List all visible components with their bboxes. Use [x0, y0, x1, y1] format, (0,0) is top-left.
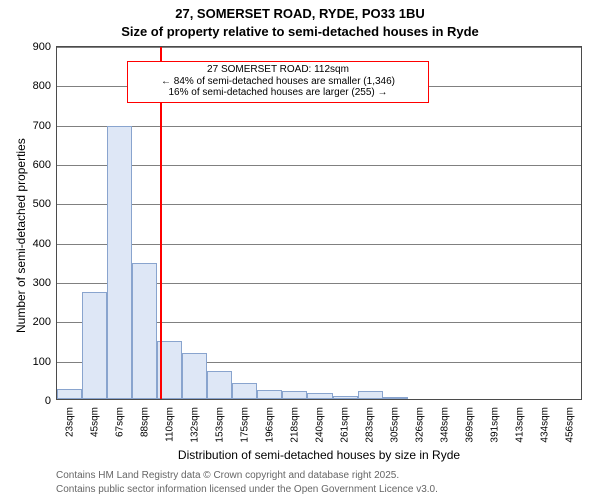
xtick-label: 175sqm	[239, 403, 250, 443]
y-axis-label: Number of semi-detached properties	[14, 138, 28, 333]
histogram-bar	[358, 391, 383, 399]
histogram-bar	[232, 383, 257, 399]
footer-line2: Contains public sector information licen…	[56, 484, 438, 495]
xtick-label: 240sqm	[315, 403, 326, 443]
annotation-line3: 16% of semi-detached houses are larger (…	[132, 87, 424, 99]
xtick-label: 413sqm	[515, 403, 526, 443]
xtick-label: 456sqm	[565, 403, 576, 443]
histogram-bar	[257, 390, 282, 399]
xtick-label: 218sqm	[289, 403, 300, 443]
ytick-label: 400	[33, 238, 57, 250]
xtick-label: 283sqm	[365, 403, 376, 443]
histogram-bar	[307, 393, 332, 399]
chart-title-line2: Size of property relative to semi-detach…	[0, 24, 600, 39]
gridline	[57, 47, 581, 48]
xtick-label: 67sqm	[114, 403, 125, 437]
xtick-label: 132sqm	[189, 403, 200, 443]
chart-title-line1: 27, SOMERSET ROAD, RYDE, PO33 1BU	[0, 6, 600, 21]
plot-area: 27 SOMERSET ROAD: 112sqm ← 84% of semi-d…	[56, 46, 582, 400]
histogram-bar	[57, 389, 82, 399]
xtick-label: 153sqm	[214, 403, 225, 443]
gridline	[57, 204, 581, 205]
xtick-label: 326sqm	[415, 403, 426, 443]
ytick-label: 300	[33, 277, 57, 289]
ytick-label: 800	[33, 80, 57, 92]
x-axis-label: Distribution of semi-detached houses by …	[56, 448, 582, 462]
histogram-bar	[107, 126, 132, 399]
ytick-label: 0	[45, 395, 57, 407]
xtick-label: 88sqm	[139, 403, 150, 437]
histogram-bar	[333, 396, 358, 399]
xtick-label: 369sqm	[465, 403, 476, 443]
xtick-label: 23sqm	[64, 403, 75, 437]
xtick-label: 348sqm	[440, 403, 451, 443]
histogram-bar	[132, 263, 157, 399]
xtick-label: 305sqm	[390, 403, 401, 443]
gridline	[57, 165, 581, 166]
histogram-bar	[182, 353, 207, 399]
xtick-label: 110sqm	[164, 403, 175, 442]
gridline	[57, 244, 581, 245]
annotation-line2: ← 84% of semi-detached houses are smalle…	[132, 76, 424, 88]
ytick-label: 900	[33, 41, 57, 53]
histogram-bar	[282, 391, 307, 399]
xtick-label: 45sqm	[89, 403, 100, 437]
footer-line1: Contains HM Land Registry data © Crown c…	[56, 470, 399, 481]
xtick-label: 196sqm	[264, 403, 275, 443]
ytick-label: 100	[33, 356, 57, 368]
ytick-label: 700	[33, 120, 57, 132]
chart-container: 27, SOMERSET ROAD, RYDE, PO33 1BU Size o…	[0, 0, 600, 500]
xtick-label: 261sqm	[340, 403, 351, 443]
annotation-line1: 27 SOMERSET ROAD: 112sqm	[132, 64, 424, 76]
ytick-label: 200	[33, 316, 57, 328]
annotation-box: 27 SOMERSET ROAD: 112sqm ← 84% of semi-d…	[127, 61, 429, 103]
xtick-label: 391sqm	[490, 403, 501, 443]
ytick-label: 500	[33, 198, 57, 210]
xtick-label: 434sqm	[540, 403, 551, 443]
gridline	[57, 126, 581, 127]
histogram-bar	[383, 397, 408, 399]
ytick-label: 600	[33, 159, 57, 171]
histogram-bar	[82, 292, 107, 399]
histogram-bar	[207, 371, 232, 399]
